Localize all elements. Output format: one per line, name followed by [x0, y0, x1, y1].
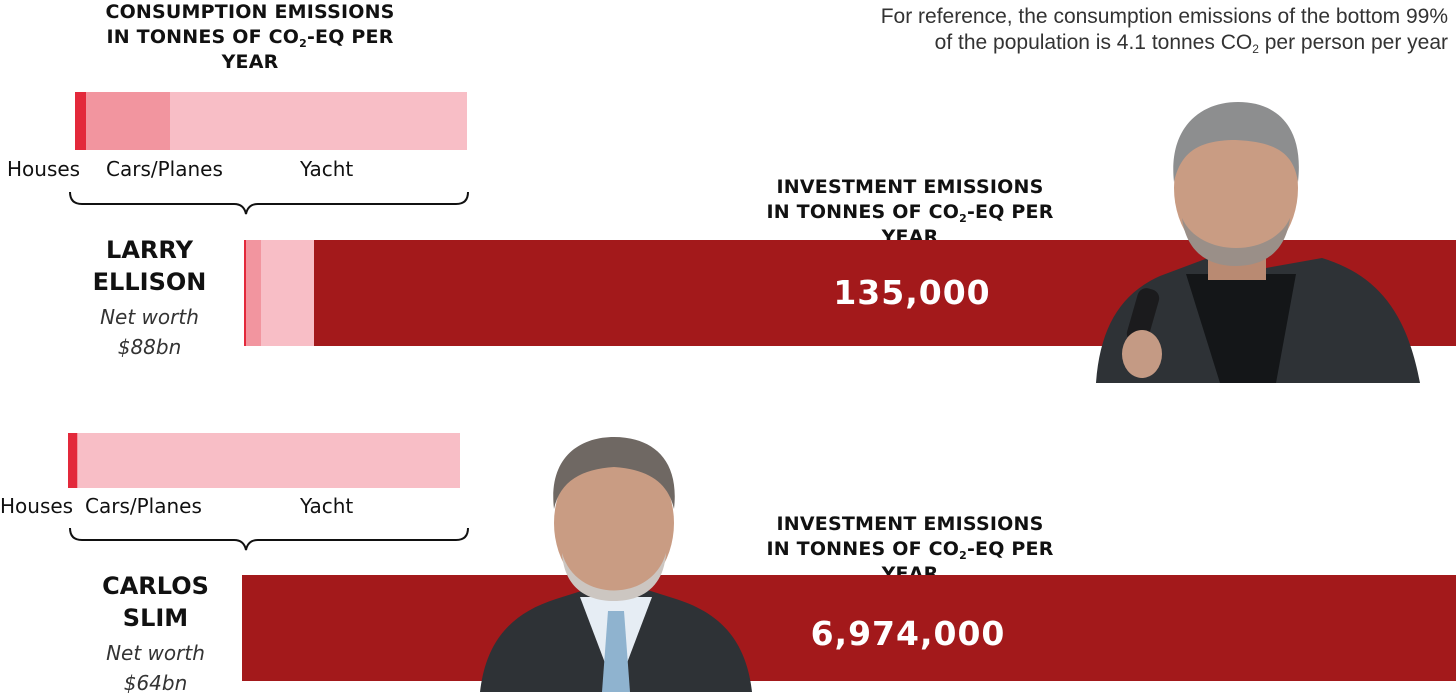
reference-note-line1: For reference, the consumption emissions…	[880, 5, 1448, 28]
slim-category-label-houses: Houses	[0, 494, 74, 518]
ellison-mini-houses-segment	[244, 240, 246, 346]
slim-consumption-cars-planes-segment	[77, 433, 78, 488]
ellison-mini-yacht-segment	[261, 240, 315, 346]
ellison-name-line2: ELLISON	[92, 268, 207, 296]
slim-category-label-yacht: Yacht	[300, 494, 354, 518]
ellison-consumption-cars-planes-segment	[85, 92, 171, 150]
ellison-net-worth-value: $88bn	[117, 335, 182, 359]
ellison-investment-value: 135,000	[833, 273, 991, 312]
ellison-name-line1: LARRY	[106, 236, 193, 264]
ellison-category-label-houses: Houses	[7, 157, 81, 181]
consumption-bar-ellison	[75, 92, 467, 150]
reference-note-line2: of the population is 4.1 tonnes CO2 per …	[934, 31, 1448, 56]
consumption-header: CONSUMPTION EMISSIONS IN TONNES OF CO2-E…	[105, 0, 395, 75]
slim-curly-brace	[69, 527, 469, 551]
slim-net-worth-label: Net worth	[106, 641, 205, 665]
consumption-header-line2: IN TONNES OF CO2-EQ PER YEAR	[106, 26, 394, 73]
investment-bar-slim	[242, 575, 1456, 681]
ellison-name-block: LARRY ELLISON Net worth $88bn	[72, 234, 227, 362]
ellison-investment-header: INVESTMENT EMISSIONS IN TONNES OF CO2-EQ…	[766, 176, 1054, 248]
slim-investment-header: INVESTMENT EMISSIONS IN TONNES OF CO2-EQ…	[766, 513, 1054, 585]
ellison-category-label-yacht: Yacht	[300, 157, 354, 181]
slim-investment-value: 6,974,000	[810, 614, 1006, 653]
slim-category-label-cars-planes: Cars/Planes	[85, 494, 202, 518]
ellison-photo	[1096, 102, 1420, 383]
slim-consumption-houses-segment	[68, 433, 78, 488]
slim-name-block: CARLOS SLIM Net worth $64bn	[78, 570, 233, 698]
ellison-category-label-cars-planes: Cars/Planes	[106, 157, 223, 181]
reference-note: For reference, the consumption emissions…	[748, 4, 1448, 56]
slim-net-worth-value: $64bn	[123, 671, 188, 695]
ellison-consumption-houses-segment	[75, 92, 86, 150]
ellison-mini-cars-planes-segment	[245, 240, 262, 346]
consumption-header-line1: CONSUMPTION EMISSIONS	[105, 1, 395, 23]
slim-name-line2: SLIM	[122, 604, 189, 632]
consumption-bar-slim	[68, 433, 460, 488]
slim-investment-segment	[242, 575, 1456, 681]
ellison-curly-brace	[69, 191, 469, 215]
slim-consumption-yacht-segment	[77, 433, 460, 488]
slim-photo	[480, 437, 752, 692]
slim-name-line1: CARLOS	[102, 572, 209, 600]
ellison-net-worth-label: Net worth	[100, 305, 199, 329]
ellison-consumption-yacht-segment	[170, 92, 467, 150]
